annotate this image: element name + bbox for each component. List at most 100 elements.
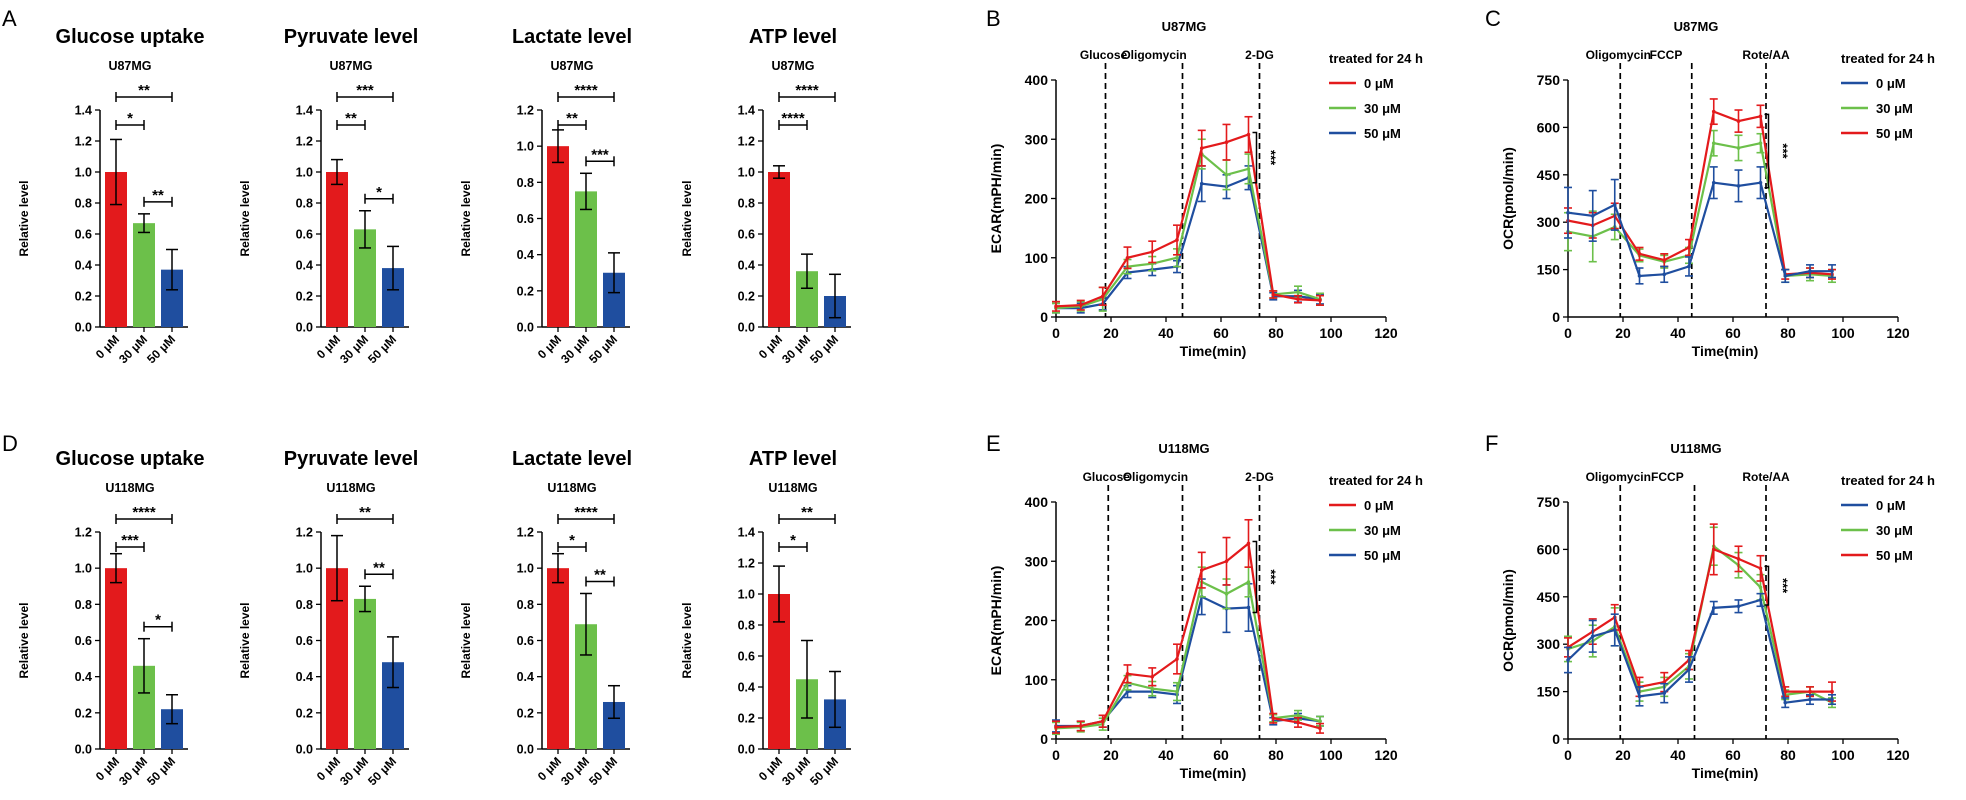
data-point	[1271, 716, 1276, 721]
data-point	[1566, 658, 1570, 662]
y-tick-label: 200	[1025, 613, 1049, 629]
legend-label: 0 μM	[1364, 76, 1394, 91]
bar-chart: Pyruvate level U87MG Relative level 0.0 0.2 0…	[238, 26, 418, 366]
x-tick-label: 80	[1780, 325, 1796, 341]
x-tick-label: 50 μM	[144, 332, 178, 366]
y-tick-label: 1.2	[75, 135, 92, 149]
significance-label: *	[790, 532, 796, 549]
chart-subtitle: U118MG	[768, 481, 817, 495]
data-point	[1736, 146, 1741, 150]
data-point	[1566, 210, 1570, 215]
data-point	[1711, 606, 1716, 610]
series	[1564, 98, 1836, 280]
y-tick-label: 300	[1025, 131, 1049, 147]
data-point	[1318, 719, 1322, 724]
x-tick-label: 40	[1158, 747, 1174, 763]
bar-chart: ATP level U87MG Relative level 0.0 0.2 0.4 0.6…	[680, 26, 851, 366]
data-point	[1711, 141, 1716, 145]
chart-title: U87MG	[1674, 19, 1719, 34]
y-axis-label: Relative level	[459, 602, 473, 678]
y-tick-label: 1.2	[517, 526, 534, 540]
data-point	[1175, 689, 1179, 694]
significance-label: **	[801, 504, 813, 521]
x-axis-label: Time(min)	[1180, 343, 1247, 359]
bar-chart: Lactate level U87MG Relative level 0.0 0.2 0.…	[459, 26, 632, 366]
y-tick-label: 0.2	[738, 290, 755, 304]
data-point	[1758, 566, 1763, 571]
chart-title: Glucose uptake	[56, 26, 205, 48]
x-tick-label: 0	[1052, 747, 1060, 763]
data-point	[1758, 141, 1763, 145]
legend-label: 50 μM	[1364, 548, 1401, 563]
legend-label: 30 μM	[1876, 101, 1913, 116]
data-point	[1100, 719, 1105, 724]
bar	[768, 594, 790, 749]
y-tick-label: 1.2	[738, 557, 755, 571]
y-tick-label: 1.0	[517, 140, 534, 154]
bar-chart: ATP level U118MG Relative level 0.0 0.2 0.4 0.…	[680, 448, 851, 788]
y-tick-label: 0.2	[296, 290, 313, 304]
data-point	[1637, 252, 1642, 256]
bar-chart: Lactate level U118MG Relative level 0.0 0.2 0…	[459, 448, 632, 788]
y-tick-label: 0.0	[738, 743, 755, 757]
y-axis-label: OCR(pmol/min)	[1500, 569, 1516, 672]
x-tick-label: 50 μM	[365, 332, 399, 366]
y-tick-label: 400	[1025, 494, 1049, 510]
data-point	[1783, 274, 1788, 278]
x-axis-label: Time(min)	[1692, 343, 1759, 359]
data-point	[1199, 181, 1204, 186]
data-point	[1246, 167, 1251, 171]
injection-label: 2-DG	[1245, 48, 1274, 62]
significance-label: **	[566, 110, 578, 127]
bar	[326, 568, 348, 749]
y-tick-label: 600	[1537, 541, 1561, 557]
injection-label: Rote/AA	[1742, 48, 1790, 62]
y-axis-label: OCR(pmol/min)	[1500, 147, 1516, 250]
y-tick-label: 1.0	[296, 166, 313, 180]
x-tick-label: 30 μM	[116, 332, 150, 366]
chart-title: Pyruvate level	[284, 26, 419, 48]
data-point	[1224, 140, 1229, 145]
series	[1564, 129, 1836, 284]
y-tick-label: 0.6	[296, 228, 313, 242]
data-point	[1078, 724, 1083, 728]
legend-label: 0 μM	[1876, 76, 1906, 91]
significance-label: *	[569, 532, 575, 549]
legend-title: treated for 24 h	[1841, 51, 1935, 66]
y-tick-label: 0.4	[738, 259, 755, 273]
significance-label: **	[138, 82, 150, 99]
x-tick-label: 30 μM	[779, 754, 813, 788]
data-point	[1175, 657, 1179, 661]
y-tick-label: 0.0	[738, 321, 755, 335]
x-tick-label: 120	[1886, 747, 1910, 763]
x-tick-label: 80	[1268, 747, 1284, 763]
injection-label: FCCP	[1651, 470, 1684, 484]
x-tick-label: 80	[1268, 325, 1284, 341]
y-tick-label: 0.6	[296, 634, 313, 648]
injection-label: Rote/AA	[1742, 470, 1790, 484]
bar	[768, 172, 790, 327]
panel-letter: B	[986, 6, 1001, 31]
bar-chart: Pyruvate level U118MG Relative level 0.0 0.2…	[238, 448, 418, 788]
significance-label: *	[155, 612, 161, 629]
injection-label: 2-DG	[1245, 470, 1274, 484]
x-tick-label: 120	[1374, 325, 1398, 341]
y-axis-label: Relative level	[459, 180, 473, 256]
x-tick-label: 100	[1831, 325, 1855, 341]
y-tick-label: 1.4	[738, 526, 755, 540]
bar	[796, 271, 818, 327]
x-tick-label: 60	[1213, 325, 1229, 341]
data-point	[1150, 250, 1155, 254]
panel-letter: C	[1485, 6, 1501, 31]
bar-chart: Glucose uptake U118MG Relative level 0.0 0.2…	[17, 448, 204, 788]
data-point	[1100, 294, 1105, 299]
series-line	[1055, 152, 1321, 310]
bar	[326, 172, 348, 327]
y-tick-label: 0.6	[517, 634, 534, 648]
x-tick-label: 30 μM	[779, 332, 813, 366]
chart-subtitle: U87MG	[108, 59, 151, 73]
y-tick-label: 0.4	[517, 248, 534, 262]
y-tick-label: 0	[1552, 309, 1560, 325]
data-point	[1318, 298, 1322, 303]
significance-label: ***	[356, 82, 374, 99]
